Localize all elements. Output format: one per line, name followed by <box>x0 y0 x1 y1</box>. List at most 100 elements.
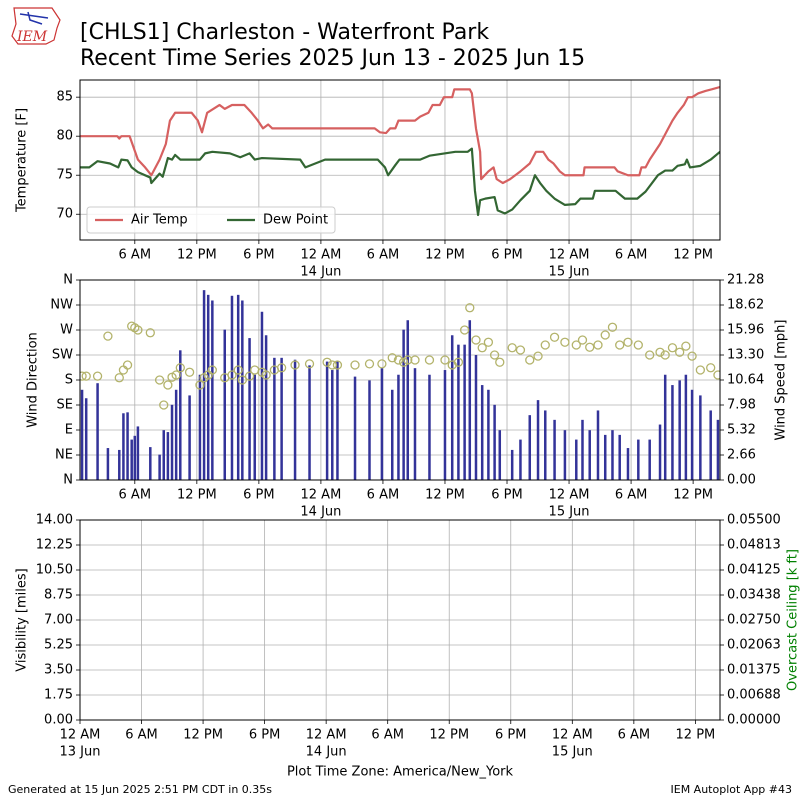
y2-tick-label: 21.28 <box>727 273 764 288</box>
bar <box>325 361 329 480</box>
x-tick-label: 12 AM <box>301 248 342 263</box>
bar <box>413 368 417 480</box>
x-tick-label: 6 PM <box>243 248 274 263</box>
point <box>332 360 343 370</box>
y2-tick-label: 13.30 <box>727 348 764 363</box>
bar <box>230 295 234 480</box>
y2-tick-label: 0.03438 <box>727 588 781 603</box>
x-tick-label: 12 PM <box>673 488 713 503</box>
point <box>145 328 155 338</box>
bar <box>84 398 88 480</box>
footer-right: IEM Autoplot App #43 <box>671 783 793 796</box>
point <box>276 363 287 373</box>
x-tick-label: 6 AM <box>367 248 400 263</box>
bar <box>331 370 334 480</box>
y2-tick-label: 7.98 <box>727 398 756 413</box>
point <box>364 359 375 369</box>
point <box>233 365 243 375</box>
point <box>227 370 237 380</box>
y-tick-label: NW <box>50 298 73 313</box>
x-tick-label: 6 AM <box>615 248 648 263</box>
point <box>477 343 487 353</box>
point <box>175 363 185 373</box>
plot-frame <box>79 519 721 721</box>
x-tick-label: 6 AM <box>371 728 404 743</box>
point <box>304 359 315 369</box>
bar <box>563 430 567 480</box>
bar <box>498 430 502 480</box>
bar <box>264 335 268 480</box>
bar <box>450 335 454 480</box>
point <box>675 347 685 357</box>
point <box>80 371 87 381</box>
x-tick-label: 6 PM <box>243 488 274 503</box>
bar <box>474 355 478 480</box>
x-date-label: 14 Jun <box>306 745 347 760</box>
point <box>327 360 337 370</box>
y2-tick-label: 15.96 <box>727 323 764 338</box>
y-tick-label: 14.00 <box>36 513 73 528</box>
plot-area <box>80 290 720 480</box>
point <box>483 337 494 347</box>
y-axis-label: Wind Direction <box>26 332 41 428</box>
point <box>667 343 678 353</box>
point <box>633 340 643 350</box>
bar <box>716 419 720 480</box>
y-tick-label: N <box>63 273 73 288</box>
x-tick-label: 12 PM <box>183 728 223 743</box>
point <box>585 342 595 352</box>
point <box>261 370 271 380</box>
y-tick-label: NE <box>55 448 73 463</box>
legend-label: Dew Point <box>263 213 328 228</box>
point <box>377 359 387 369</box>
bar <box>106 448 110 480</box>
point <box>424 355 435 365</box>
point <box>403 355 413 365</box>
x-date-label: 13 Jun <box>60 745 101 760</box>
bar <box>241 300 244 480</box>
point <box>713 370 720 380</box>
bar <box>162 430 165 480</box>
x-tick-label: 12 AM <box>301 488 342 503</box>
bar <box>596 410 600 480</box>
point <box>154 375 165 385</box>
bar <box>206 294 210 480</box>
bar <box>457 344 460 480</box>
bar <box>188 395 191 480</box>
y2-tick-label: 10.64 <box>727 373 764 388</box>
x-date-label: 14 Jun <box>300 265 341 280</box>
bar <box>248 338 251 480</box>
y-tick-label: SE <box>57 398 73 413</box>
point <box>410 355 420 365</box>
x-tick-label: 12 AM <box>306 728 347 743</box>
x-tick-label: 6 AM <box>367 488 400 503</box>
point <box>507 343 517 353</box>
x-tick-label: 6 AM <box>615 488 648 503</box>
y-tick-label: 80 <box>56 129 73 144</box>
point <box>515 345 526 355</box>
x-date-label: 15 Jun <box>552 745 593 760</box>
point <box>471 335 481 345</box>
y-tick-label: 3.50 <box>44 663 73 678</box>
y-tick-label: 1.75 <box>44 688 73 703</box>
point <box>655 347 665 357</box>
bar <box>236 294 240 480</box>
point <box>695 365 706 375</box>
point <box>81 371 91 381</box>
x-tick-label: 6 AM <box>618 728 651 743</box>
point <box>660 350 670 360</box>
bar <box>308 365 311 480</box>
legend: Air Temp Dew Point <box>86 206 336 234</box>
point <box>525 355 535 365</box>
bar <box>709 410 712 480</box>
bar <box>179 350 182 480</box>
bar <box>336 361 339 480</box>
y-tick-label: W <box>60 323 73 338</box>
point <box>350 360 360 370</box>
bar <box>528 415 532 480</box>
y2-tick-label: 2.66 <box>727 448 756 463</box>
x-date-label: 15 Jun <box>549 265 590 280</box>
y-tick-label: 85 <box>56 90 73 105</box>
